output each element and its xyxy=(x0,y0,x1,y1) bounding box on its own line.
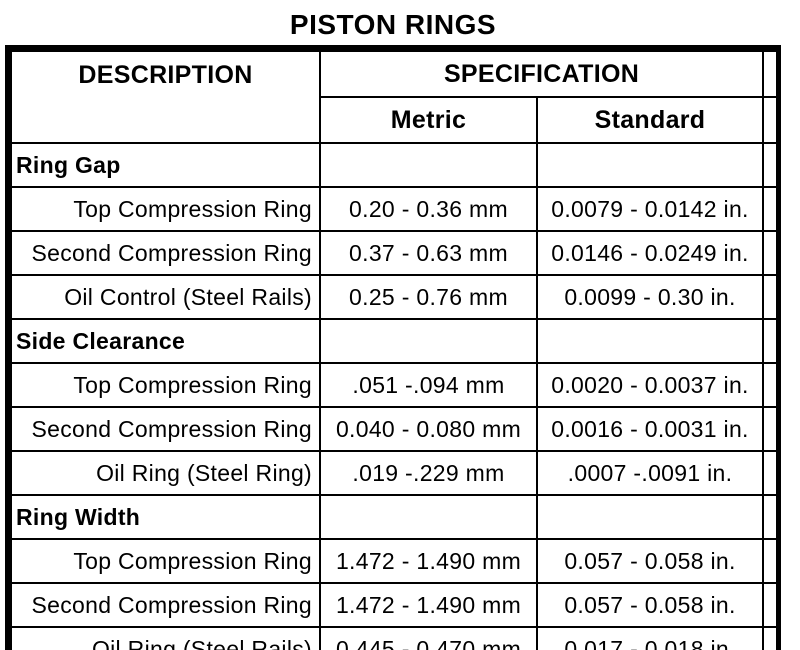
metric-value-cell: 0.20 - 0.36 mm xyxy=(319,186,538,232)
standard-value-cell xyxy=(536,494,764,540)
spec-row: Second Compression Ring 0.37 - 0.63 mm 0… xyxy=(10,230,778,276)
metric-value-cell: .019 -.229 mm xyxy=(319,450,538,496)
spec-row: Top Compression Ring 0.20 - 0.36 mm 0.00… xyxy=(10,186,778,232)
spacer-cell xyxy=(762,450,778,496)
column-header-metric: Metric xyxy=(319,96,538,144)
metric-value-cell xyxy=(319,318,538,364)
section-header-row: Ring Gap xyxy=(10,142,778,188)
section-title: Ring Width xyxy=(10,494,321,540)
page-title: PISTON RINGS xyxy=(289,9,497,40)
description-cell: Top Compression Ring xyxy=(10,186,321,232)
section-title: Ring Gap xyxy=(10,142,321,188)
spec-row: Second Compression Ring 1.472 - 1.490 mm… xyxy=(10,582,778,628)
spacer-cell xyxy=(762,582,778,628)
description-cell: Second Compression Ring xyxy=(10,406,321,452)
spacer-cell xyxy=(762,538,778,584)
column-header-description: DESCRIPTION xyxy=(10,50,321,144)
spec-row: Second Compression Ring 0.040 - 0.080 mm… xyxy=(10,406,778,452)
metric-value-cell xyxy=(319,494,538,540)
standard-value-cell: .0007 -.0091 in. xyxy=(536,450,764,496)
description-cell: Top Compression Ring xyxy=(10,362,321,408)
spacer-cell xyxy=(762,186,778,232)
spacer-cell xyxy=(762,96,778,144)
metric-value-cell: 1.472 - 1.490 mm xyxy=(319,582,538,628)
spacer-cell xyxy=(762,318,778,364)
spacer-cell xyxy=(762,626,778,650)
metric-value-cell xyxy=(319,142,538,188)
spacer-cell xyxy=(762,494,778,540)
spec-row: Oil Ring (Steel Rails) 0.445 - 0.470 mm … xyxy=(10,626,778,650)
description-cell: Top Compression Ring xyxy=(10,538,321,584)
description-cell: Oil Ring (Steel Ring) xyxy=(10,450,321,496)
metric-value-cell: 0.445 - 0.470 mm xyxy=(319,626,538,650)
table-header-row-1: DESCRIPTION SPECIFICATION xyxy=(10,50,778,144)
standard-value-cell: 0.0020 - 0.0037 in. xyxy=(536,362,764,408)
spec-table: DESCRIPTION SPECIFICATION Metric Standar… xyxy=(10,50,778,650)
description-cell: Second Compression Ring xyxy=(10,230,321,276)
table-header-row-2: Metric Standard xyxy=(11,96,778,144)
metric-value-cell: 0.25 - 0.76 mm xyxy=(319,274,538,320)
spacer-cell xyxy=(762,406,778,452)
column-header-specification: SPECIFICATION xyxy=(319,50,764,98)
section-title: Side Clearance xyxy=(10,318,321,364)
section-header-row: Side Clearance xyxy=(10,318,778,364)
metric-value-cell: .051 -.094 mm xyxy=(319,362,538,408)
standard-value-cell xyxy=(536,318,764,364)
metric-value-cell: 0.37 - 0.63 mm xyxy=(319,230,538,276)
spec-row: Oil Ring (Steel Ring) .019 -.229 mm .000… xyxy=(10,450,778,496)
standard-value-cell: 0.0079 - 0.0142 in. xyxy=(536,186,764,232)
spacer-cell xyxy=(762,362,778,408)
column-header-standard: Standard xyxy=(536,96,764,144)
standard-value-cell: 0.057 - 0.058 in. xyxy=(536,538,764,584)
description-cell: Oil Control (Steel Rails) xyxy=(10,274,321,320)
spacer-cell xyxy=(762,230,778,276)
standard-value-cell: 0.0099 - 0.30 in. xyxy=(536,274,764,320)
spec-row: Top Compression Ring 1.472 - 1.490 mm 0.… xyxy=(10,538,778,584)
section-header-row: Ring Width xyxy=(10,494,778,540)
standard-value-cell: 0.057 - 0.058 in. xyxy=(536,582,764,628)
standard-value-cell: 0.0146 - 0.0249 in. xyxy=(536,230,764,276)
description-cell: Second Compression Ring xyxy=(10,582,321,628)
standard-value-cell: 0.017 - 0.018 in. xyxy=(536,626,764,650)
description-cell: Oil Ring (Steel Rails) xyxy=(10,626,321,650)
metric-value-cell: 1.472 - 1.490 mm xyxy=(319,538,538,584)
standard-value-cell xyxy=(536,142,764,188)
metric-value-cell: 0.040 - 0.080 mm xyxy=(319,406,538,452)
spec-row: Oil Control (Steel Rails) 0.25 - 0.76 mm… xyxy=(10,274,778,320)
spacer-cell xyxy=(762,274,778,320)
spacer-cell xyxy=(762,50,778,98)
spacer-cell xyxy=(762,142,778,188)
spec-row: Top Compression Ring .051 -.094 mm 0.002… xyxy=(10,362,778,408)
standard-value-cell: 0.0016 - 0.0031 in. xyxy=(536,406,764,452)
spec-table-frame: DESCRIPTION SPECIFICATION Metric Standar… xyxy=(5,45,781,650)
